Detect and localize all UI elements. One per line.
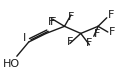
Text: F: F — [67, 37, 73, 47]
Text: I: I — [23, 33, 26, 43]
Text: F: F — [108, 10, 114, 20]
Text: F: F — [86, 38, 93, 48]
Text: HO: HO — [3, 59, 20, 69]
Text: F: F — [49, 17, 56, 27]
Text: F: F — [94, 29, 100, 39]
Text: F: F — [109, 27, 115, 37]
Text: F: F — [68, 12, 74, 22]
Text: F: F — [48, 17, 55, 27]
